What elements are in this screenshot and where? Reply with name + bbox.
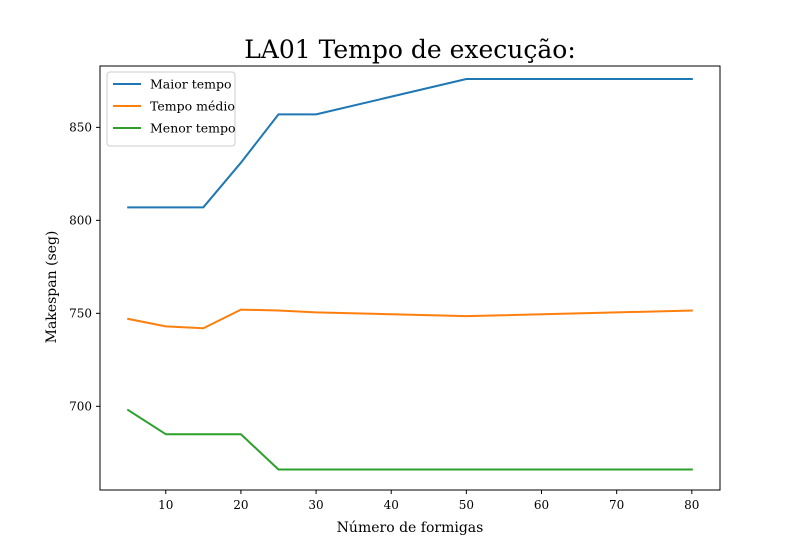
y-axis-ticks: 700 750 800 850	[69, 120, 100, 413]
x-tick-label: 20	[233, 498, 248, 512]
legend-entry: Menor tempo	[150, 121, 236, 136]
y-tick-label: 700	[69, 399, 92, 413]
x-tick-label: 10	[158, 498, 173, 512]
x-tick-label: 30	[308, 498, 323, 512]
legend-entry: Maior tempo	[150, 77, 232, 92]
plot-frame	[99, 65, 721, 491]
x-tick-label: 60	[534, 498, 549, 512]
legend-entry: Tempo médio	[150, 99, 235, 114]
y-tick-label: 750	[69, 306, 92, 320]
legend: Maior tempo Tempo médio Menor tempo	[106, 71, 236, 147]
series-line-2	[127, 308, 693, 330]
x-tick-label: 50	[459, 498, 474, 512]
y-axis-label: Makespan (seg)	[44, 231, 60, 344]
x-axis-label: Número de formigas	[337, 520, 484, 536]
x-tick-label: 40	[384, 498, 399, 512]
series-lines	[126, 78, 693, 471]
y-tick-label: 800	[69, 213, 92, 227]
x-tick-label: 80	[684, 498, 699, 512]
y-tick-label: 850	[69, 120, 92, 134]
series-line-1	[127, 78, 693, 209]
x-tick-label: 70	[609, 498, 624, 512]
x-axis-ticks: 10 20 30 40 50 60 70 80	[158, 490, 699, 512]
series-line-3	[126, 408, 693, 471]
chart-title: LA01 Tempo de execução:	[244, 35, 576, 64]
